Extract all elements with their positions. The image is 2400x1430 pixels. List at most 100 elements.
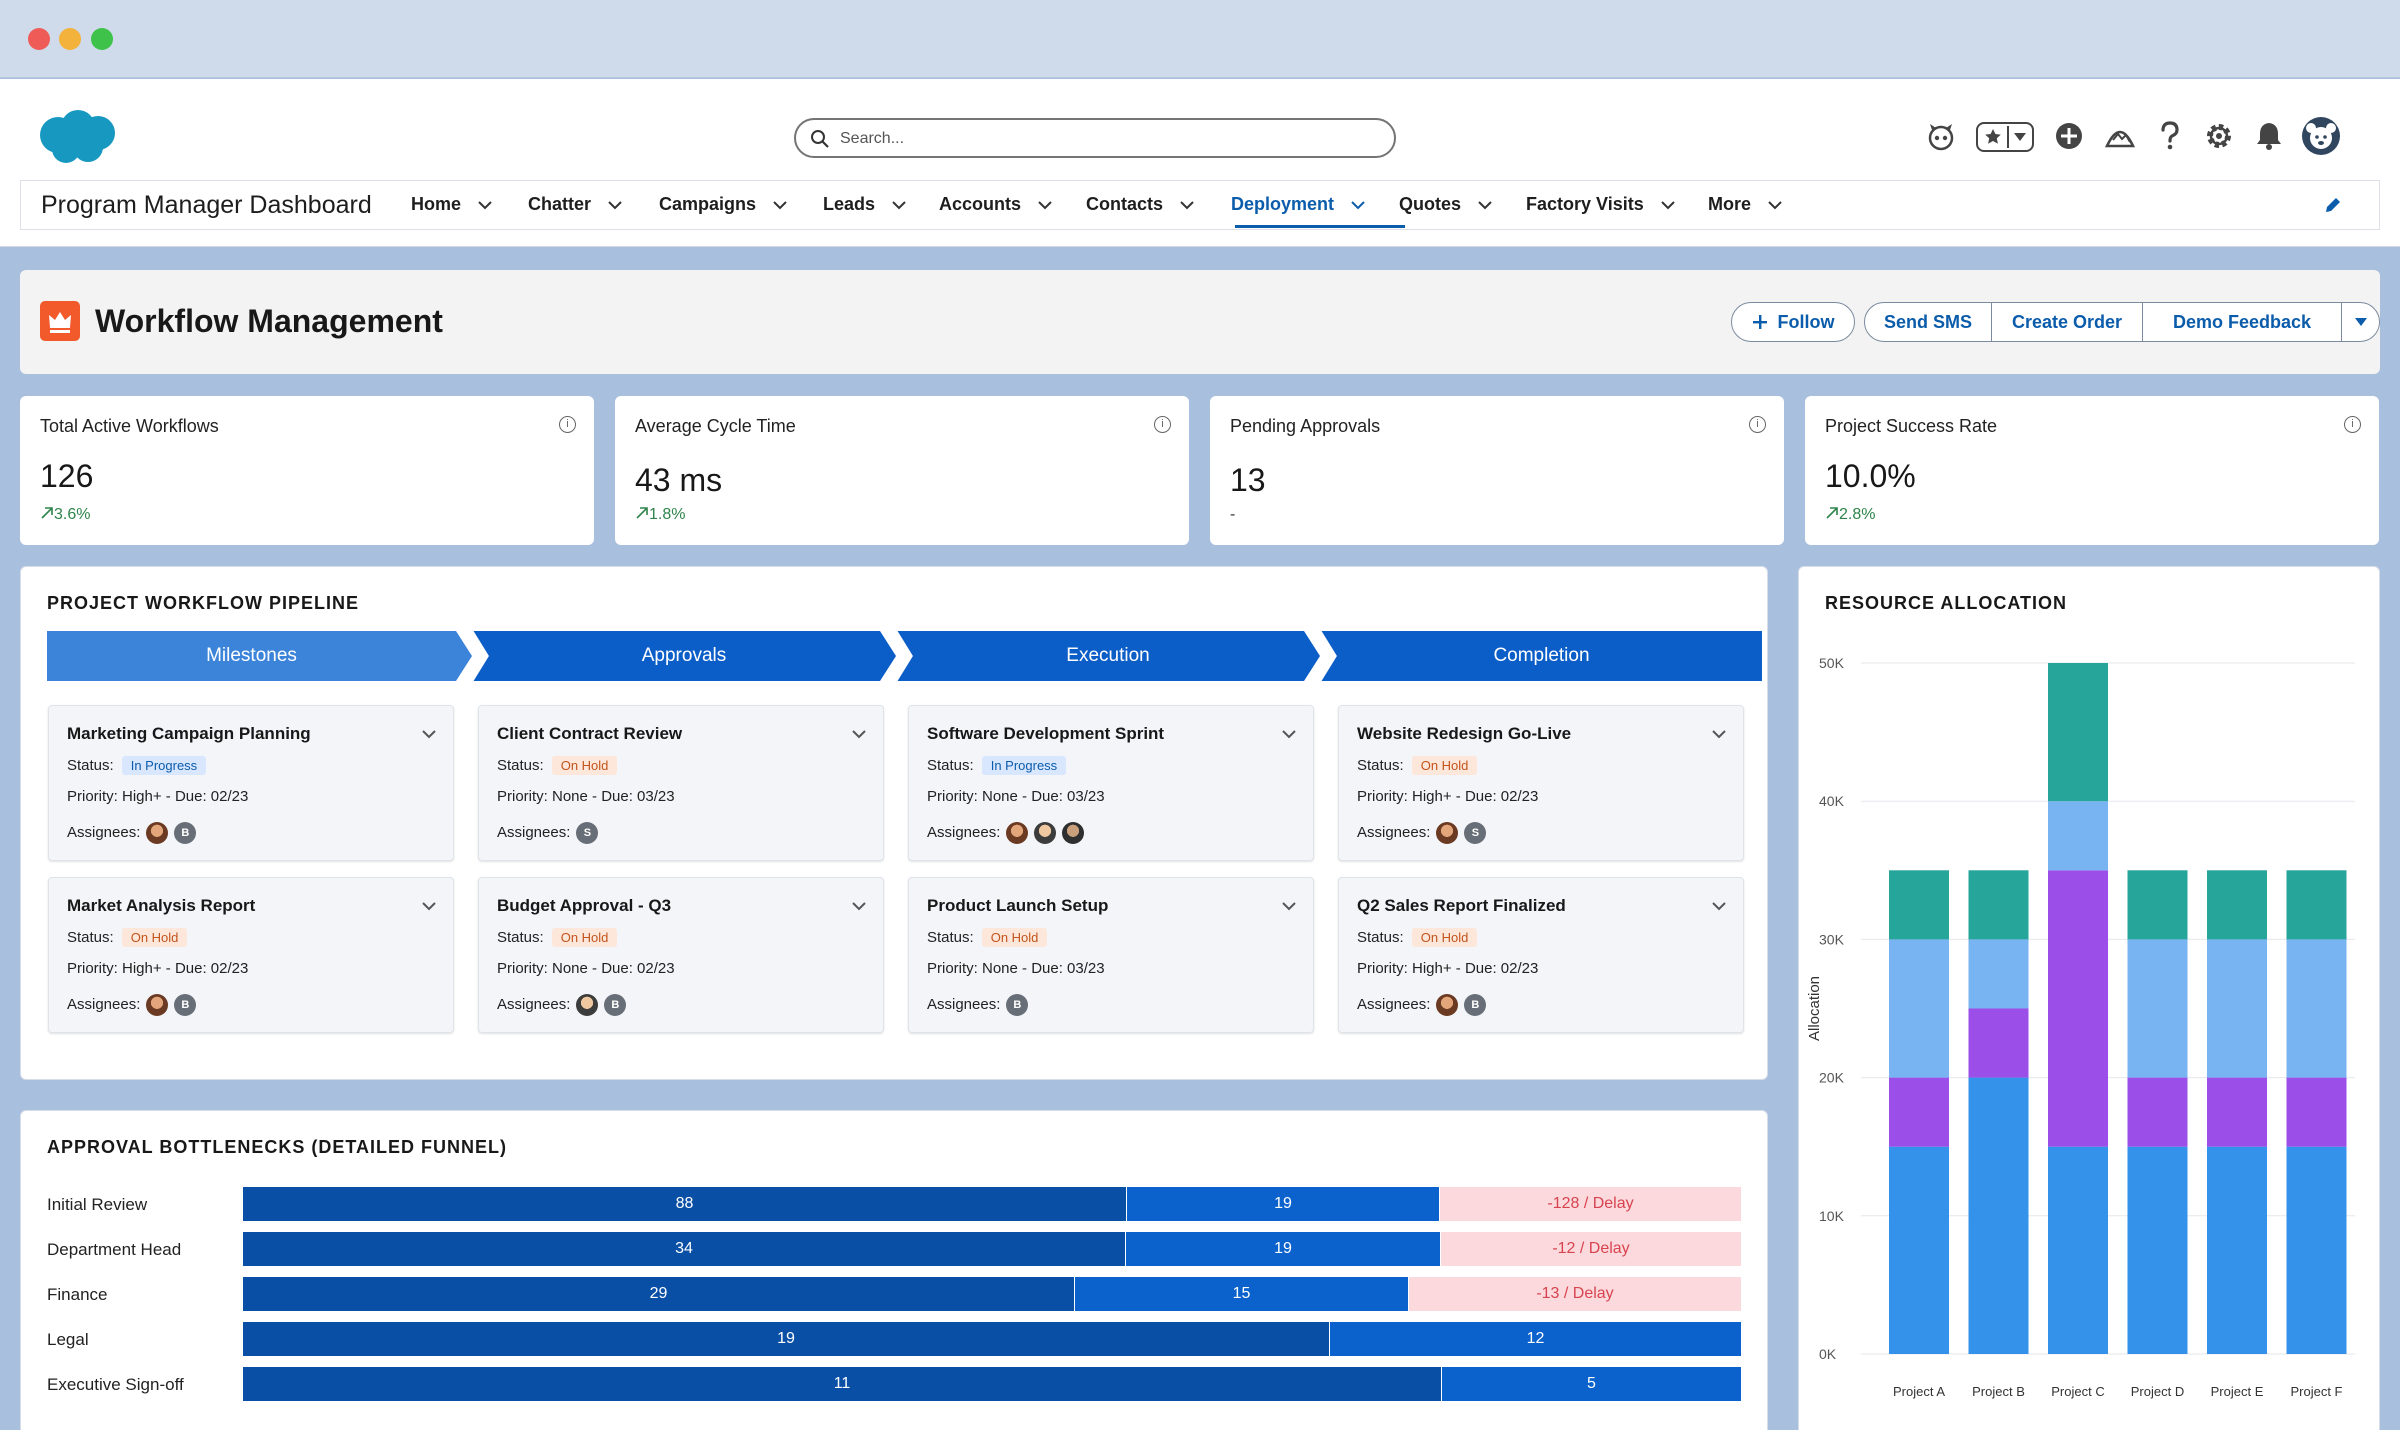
setup-button[interactable] (2200, 117, 2238, 155)
bar-segment-project-b-s4[interactable] (1968, 870, 2029, 940)
nav-tab-dropdown[interactable] (772, 194, 788, 215)
assignee-photo-avatar[interactable] (146, 822, 169, 844)
bar-segment-project-f-s4[interactable] (2286, 870, 2347, 940)
workflow-card[interactable]: Budget Approval - Q3 Status: On Hold Priori… (478, 877, 884, 1033)
workflow-card[interactable]: Product Launch Setup Status: On Hold Priori… (908, 877, 1314, 1033)
trailhead-icon[interactable] (2101, 117, 2139, 155)
bar-segment-project-a-s2[interactable] (1889, 1077, 1949, 1147)
info-icon[interactable]: i (559, 416, 576, 433)
user-profile-button[interactable] (2300, 115, 2342, 157)
assignee-photo-avatar[interactable] (1436, 994, 1459, 1016)
card-menu-button[interactable] (421, 898, 437, 916)
workflow-card[interactable]: Q2 Sales Report Finalized Status: On Hold P… (1338, 877, 1744, 1033)
bar-segment-project-c-s2[interactable] (2048, 870, 2108, 1147)
assignee-photo-avatar[interactable] (576, 994, 599, 1016)
nav-tab-contacts[interactable]: Contacts (1086, 194, 1195, 215)
nav-tab-dropdown[interactable] (1477, 194, 1493, 215)
card-menu-button[interactable] (1281, 726, 1297, 744)
nav-tab-campaigns[interactable]: Campaigns (659, 194, 788, 215)
assignee-photo-avatar[interactable] (1436, 822, 1459, 844)
bar-segment-project-a-s4[interactable] (1889, 870, 1949, 940)
bar-segment-project-f-s1[interactable] (2286, 1146, 2347, 1354)
bar-segment-project-f-s3[interactable] (2286, 939, 2347, 1078)
assignee-avatar[interactable]: B (174, 994, 197, 1016)
demo-feedback-button[interactable]: Demo Feedback (2142, 302, 2342, 342)
funnel-segment-pending[interactable]: 12 (1330, 1322, 1741, 1356)
nav-tab-deployment[interactable]: Deployment (1231, 194, 1366, 215)
funnel-segment-pending[interactable]: 5 (1442, 1367, 1741, 1401)
nav-tab-more[interactable]: More (1708, 194, 1783, 215)
bar-segment-project-a-s1[interactable] (1889, 1146, 1949, 1354)
assignee-avatar[interactable]: B (1464, 994, 1487, 1016)
funnel-segment-pending[interactable]: 19 (1126, 1232, 1440, 1266)
bar-segment-project-d-s1[interactable] (2127, 1146, 2188, 1354)
card-menu-button[interactable] (1711, 898, 1727, 916)
workflow-card[interactable]: Marketing Campaign Planning Status: In Pro… (48, 705, 454, 861)
send-sms-button[interactable]: Send SMS (1864, 302, 1992, 342)
bar-segment-project-c-s4[interactable] (2048, 663, 2108, 802)
assignee-avatar[interactable]: B (174, 822, 197, 844)
bar-segment-project-d-s4[interactable] (2127, 870, 2188, 940)
bar-segment-project-c-s3[interactable] (2048, 801, 2108, 871)
bar-segment-project-e-s4[interactable] (2207, 870, 2267, 940)
funnel-segment-delay[interactable]: -13 / Delay (1409, 1277, 1741, 1311)
nav-tab-chatter[interactable]: Chatter (528, 194, 623, 215)
funnel-segment-delay[interactable]: -12 / Delay (1441, 1232, 1741, 1266)
maximize-window-button[interactable] (91, 28, 113, 50)
nav-tab-dropdown[interactable] (891, 194, 907, 215)
assignee-avatar[interactable]: S (576, 822, 599, 844)
pipeline-stage-completion[interactable] (1320, 631, 1762, 681)
assignee-avatar[interactable]: B (604, 994, 627, 1016)
nav-tab-dropdown[interactable] (607, 194, 623, 215)
bar-segment-project-f-s2[interactable] (2286, 1077, 2347, 1147)
workflow-card[interactable]: Website Redesign Go-Live Status: On Hold Pr… (1338, 705, 1744, 861)
pipeline-stage-milestones[interactable] (47, 631, 472, 681)
bar-segment-project-b-s1[interactable] (1968, 1077, 2029, 1354)
bar-segment-project-e-s3[interactable] (2207, 939, 2267, 1078)
bar-segment-project-b-s2[interactable] (1968, 1008, 2029, 1078)
workflow-card[interactable]: Software Development Sprint Status: In Pro… (908, 705, 1314, 861)
nav-tab-dropdown[interactable] (1660, 194, 1676, 215)
info-icon[interactable]: i (1749, 416, 1766, 433)
funnel-segment-pending[interactable]: 19 (1127, 1187, 1439, 1221)
favorites-button[interactable] (1976, 122, 2034, 152)
funnel-segment-approved[interactable]: 88 (243, 1187, 1126, 1221)
global-actions-add-button[interactable] (2050, 117, 2088, 155)
einstein-icon[interactable] (1922, 117, 1960, 155)
workflow-card[interactable]: Client Contract Review Status: On Hold Prio… (478, 705, 884, 861)
edit-nav-pencil-icon[interactable] (2323, 195, 2343, 215)
help-button[interactable] (2151, 117, 2189, 155)
pipeline-stage-approvals[interactable] (472, 631, 896, 681)
assignee-photo-avatar[interactable] (1034, 822, 1057, 844)
nav-tab-dropdown[interactable] (1037, 194, 1053, 215)
assignee-avatar[interactable]: S (1464, 822, 1487, 844)
info-icon[interactable]: i (1154, 416, 1171, 433)
minimize-window-button[interactable] (59, 28, 81, 50)
bar-segment-project-e-s2[interactable] (2207, 1077, 2267, 1147)
more-actions-dropdown[interactable] (2341, 302, 2380, 342)
funnel-segment-pending[interactable]: 15 (1075, 1277, 1408, 1311)
bar-segment-project-c-s1[interactable] (2048, 1146, 2108, 1354)
card-menu-button[interactable] (851, 726, 867, 744)
nav-tab-factory-visits[interactable]: Factory Visits (1526, 194, 1676, 215)
bar-segment-project-e-s1[interactable] (2207, 1146, 2267, 1354)
nav-tab-quotes[interactable]: Quotes (1399, 194, 1493, 215)
bar-segment-project-a-s3[interactable] (1889, 939, 1949, 1078)
assignee-photo-avatar[interactable] (146, 994, 169, 1016)
funnel-segment-approved[interactable]: 19 (243, 1322, 1329, 1356)
funnel-segment-approved[interactable]: 29 (243, 1277, 1074, 1311)
nav-tab-leads[interactable]: Leads (823, 194, 907, 215)
bar-segment-project-d-s2[interactable] (2127, 1077, 2188, 1147)
bar-segment-project-d-s3[interactable] (2127, 939, 2188, 1078)
nav-tab-dropdown[interactable] (477, 194, 493, 215)
close-window-button[interactable] (28, 28, 50, 50)
card-menu-button[interactable] (1281, 898, 1297, 916)
card-menu-button[interactable] (1711, 726, 1727, 744)
global-search-input[interactable]: Search... (794, 118, 1396, 158)
workflow-card[interactable]: Market Analysis Report Status: On Hold Prio… (48, 877, 454, 1033)
assignee-photo-avatar[interactable] (1062, 822, 1085, 844)
salesforce-logo[interactable] (36, 107, 120, 165)
nav-tab-accounts[interactable]: Accounts (939, 194, 1053, 215)
nav-tab-home[interactable]: Home (411, 194, 493, 215)
bar-segment-project-b-s3[interactable] (1968, 939, 2029, 1009)
